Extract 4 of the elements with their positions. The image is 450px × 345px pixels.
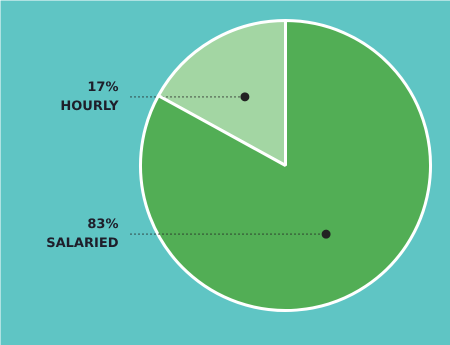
data-label: 17%: [87, 80, 119, 95]
data-label: 83%: [87, 217, 119, 232]
slice-label: SALARIED: [46, 236, 119, 252]
slice-label: HOURLY: [60, 98, 120, 114]
